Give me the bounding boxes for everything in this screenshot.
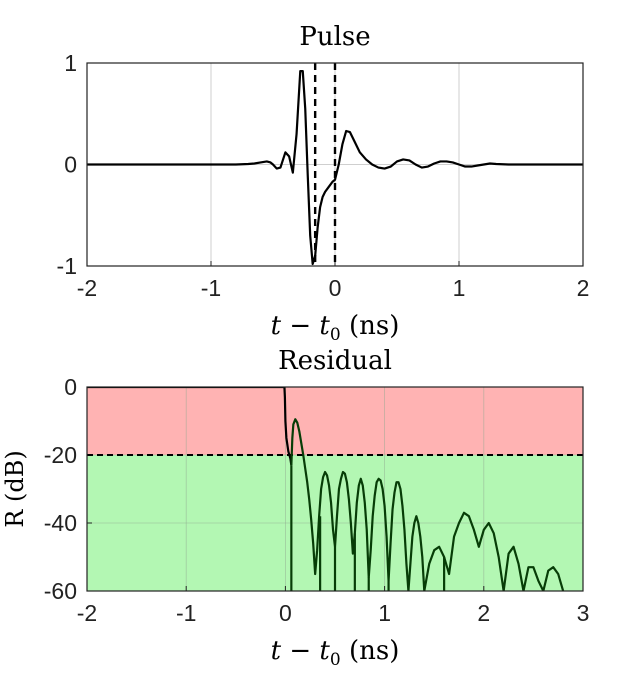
- pulse-x-axis-label-var: t − t: [271, 311, 331, 341]
- residual-x-axis-label-var: t − t: [271, 636, 331, 666]
- y-tick-label: 1: [64, 50, 77, 76]
- pulse-x-axis-label: t − t0 (ns): [271, 311, 400, 345]
- residual-y-axis-label: R (dB): [1, 450, 29, 527]
- pulse-series: [87, 70, 583, 266]
- x-tick-label: 0: [329, 275, 342, 301]
- x-tick-label: -2: [77, 275, 97, 301]
- pulse-panel: Pulse -2 -1 0 1 2 -101 t − t0 (ns): [57, 22, 590, 345]
- pulse-x-tick-labels: -2 -1 0 1 2: [77, 275, 590, 301]
- pulse-y-tick-labels: -1 0 1: [57, 50, 77, 279]
- x-tick-label: -1: [176, 600, 196, 626]
- y-tick-label: -20: [44, 442, 77, 468]
- residual-axes-box: [86, 386, 584, 592]
- y-tick-label: 0: [64, 152, 77, 178]
- residual-line-below-threshold: [290, 418, 565, 591]
- residual-x-axis-label-unit: (ns): [341, 636, 400, 666]
- x-tick-label: 1: [378, 600, 391, 626]
- x-tick-label: -2: [77, 600, 97, 626]
- y-tick-label: 0: [64, 374, 77, 400]
- pulse-x-axis-label-sub: 0: [330, 325, 341, 345]
- x-tick-label: 1: [453, 275, 466, 301]
- residual-title: Residual: [278, 346, 392, 376]
- y-tick-label: -1: [57, 253, 77, 279]
- y-tick-label: -40: [44, 510, 77, 536]
- threshold-region: [87, 387, 583, 455]
- residual-x-tick-labels: -2 -1 0 1 2 3: [77, 600, 590, 626]
- pulse-axes-box: [86, 62, 584, 267]
- pulse-title: Pulse: [299, 22, 370, 52]
- pulse-x-axis-label-unit: (ns): [341, 311, 400, 341]
- y-tick-label: -60: [44, 578, 77, 604]
- x-tick-label: 2: [577, 275, 590, 301]
- residual-line-above-threshold: [87, 387, 293, 466]
- residual-x-axis-label-sub: 0: [330, 650, 341, 670]
- residual-series: [87, 387, 565, 591]
- x-tick-label: 3: [577, 600, 590, 626]
- x-tick-label: 2: [477, 600, 490, 626]
- residual-x-axis-label: t − t0 (ns): [271, 636, 400, 670]
- x-tick-label: -1: [201, 275, 221, 301]
- residual-y-tick-labels: 0 -20 -40 -60: [44, 374, 77, 604]
- residual-panel: Residual -2 -1 0 1 2 3 0 -20 -40 -60 R (dB) t − …: [1, 346, 589, 670]
- x-tick-label: 0: [279, 600, 292, 626]
- pulse-marker-lines: [313, 63, 337, 266]
- pulse-line: [87, 70, 583, 266]
